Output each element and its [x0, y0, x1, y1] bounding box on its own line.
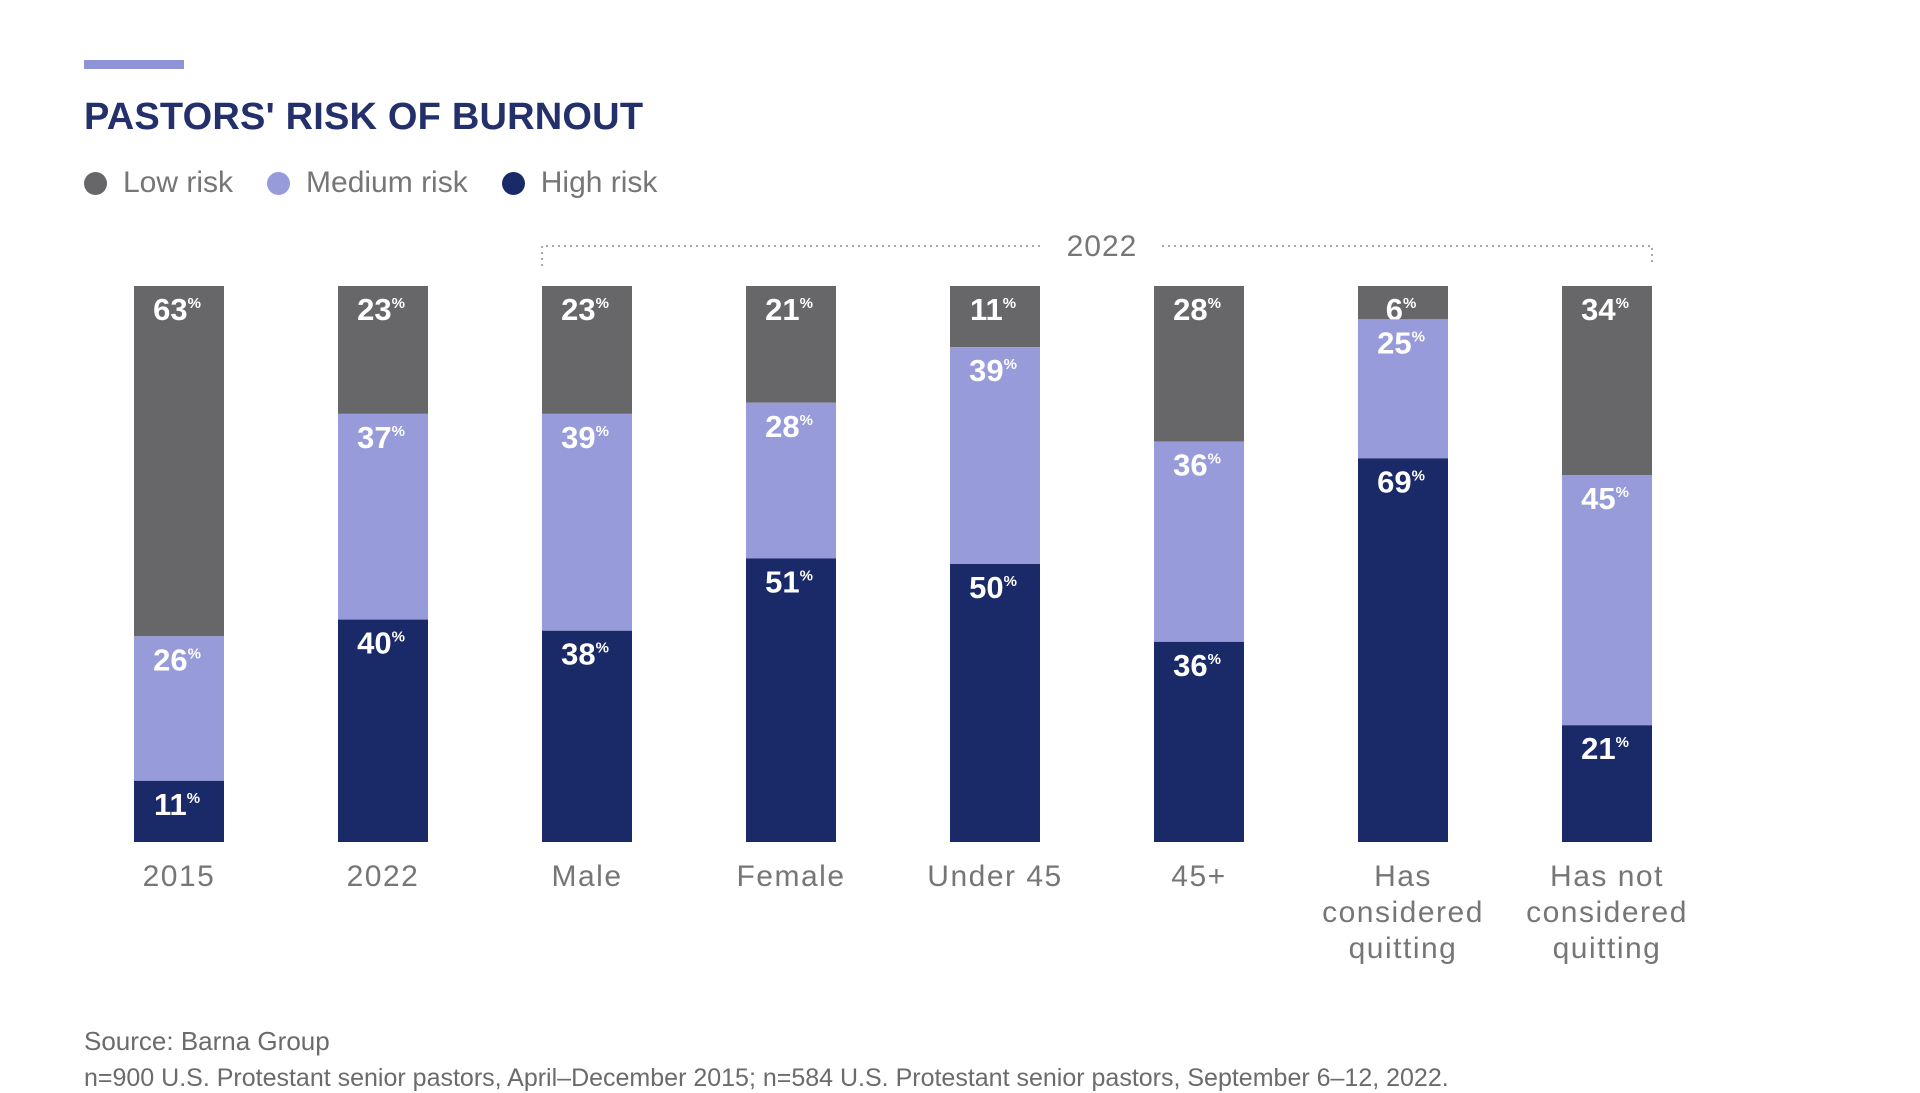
sample-note: n=900 U.S. Protestant senior pastors, Ap… — [84, 1064, 1449, 1092]
bar-segment-high-2015 — [134, 780, 224, 842]
bar-segment-low-female — [746, 286, 836, 403]
category-label-has-considered-quitting-line-3: quitting — [1349, 932, 1458, 965]
bar-segment-high-female — [746, 558, 836, 842]
category-label-has-not-considered-quitting-line-1: Has not — [1550, 860, 1664, 893]
bar-segment-medium-under-45 — [950, 347, 1040, 564]
bar-segment-high-under-45 — [950, 564, 1040, 842]
legend: Low risk Medium risk High risk — [84, 166, 691, 200]
source-line: Source: Barna Group — [84, 1026, 330, 1056]
bar-segment-medium-has-considered-quitting — [1358, 319, 1448, 459]
bar-segment-high-2022 — [338, 619, 428, 842]
legend-label-low: Low risk — [123, 166, 234, 199]
legend-item-medium: Medium risk — [267, 166, 468, 200]
category-label-male-line-1: Male — [551, 860, 622, 893]
category-label-has-not-considered-quitting-line-3: quitting — [1553, 932, 1662, 965]
value-label-medium-under-45: 39% — [969, 353, 1017, 388]
category-label-2022-line-1: 2022 — [347, 860, 420, 893]
category-label-2015-line-1: 2015 — [143, 860, 216, 893]
bar-segment-medium-female — [746, 402, 836, 559]
legend-swatch-medium — [267, 171, 291, 195]
bar-segment-high-45- — [1154, 641, 1244, 842]
bar-segment-medium-male — [542, 413, 632, 631]
legend-swatch-high — [501, 171, 525, 195]
category-label-has-considered-quitting-line-1: Has — [1374, 860, 1432, 893]
bar-segment-low-under-45 — [950, 286, 1040, 348]
bar-segment-medium-2015 — [134, 636, 224, 781]
legend-swatch-low — [84, 171, 107, 195]
legend-label-high: High risk — [540, 166, 658, 199]
bar-segment-medium-has-not-considered-quitting — [1562, 475, 1652, 726]
legend-item-high: High risk — [501, 166, 658, 200]
category-label-female-line-1: Female — [736, 860, 845, 893]
category-label-45--line-1: 45+ — [1171, 860, 1226, 893]
category-label-under-45-line-1: Under 45 — [927, 860, 1062, 893]
value-label-high-has-not-considered-quitting: 21% — [1581, 731, 1629, 766]
title-accent-bar — [84, 60, 184, 69]
bar-segment-low-has-not-considered-quitting — [1562, 286, 1652, 476]
bar-segment-medium-45- — [1154, 441, 1244, 642]
bracket-2022-line — [541, 245, 1653, 266]
legend-label-medium: Medium risk — [306, 166, 468, 199]
bar-segment-low-45- — [1154, 286, 1244, 442]
value-label-low-male: 23% — [561, 292, 609, 327]
bar-segment-high-has-considered-quitting — [1358, 458, 1448, 842]
chart-title: PASTORS' RISK OF BURNOUT — [84, 96, 644, 138]
bar-segment-high-has-not-considered-quitting — [1562, 725, 1652, 842]
bracket-2022-label: 2022 — [1067, 230, 1138, 263]
bar-segment-low-2022 — [338, 286, 428, 414]
bar-segment-high-male — [542, 630, 632, 842]
bar-segment-low-male — [542, 286, 632, 414]
category-label-has-considered-quitting-line-2: considered — [1322, 896, 1484, 929]
bar-segment-medium-2022 — [338, 413, 428, 620]
value-label-low-2022: 23% — [357, 292, 405, 327]
legend-item-low: Low risk — [84, 166, 233, 200]
category-label-has-not-considered-quitting-line-2: considered — [1526, 896, 1688, 929]
bar-segment-low-has-considered-quitting — [1358, 286, 1448, 320]
value-label-high-45-: 36% — [1173, 648, 1221, 683]
bar-segment-low-2015 — [134, 286, 224, 637]
